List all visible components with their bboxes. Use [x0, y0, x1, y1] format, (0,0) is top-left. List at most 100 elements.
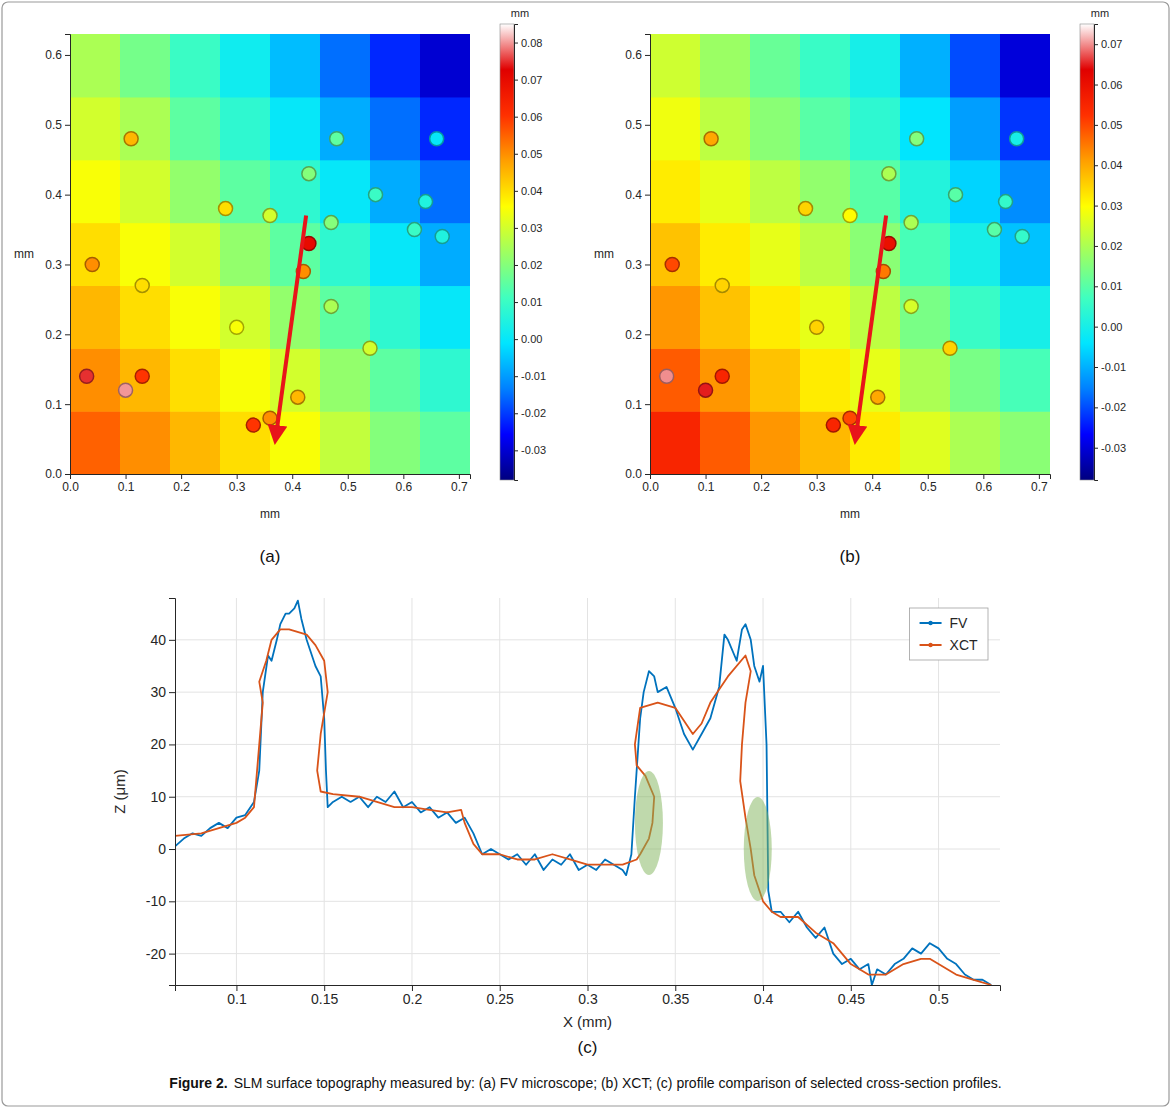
tick-mark — [1094, 165, 1098, 166]
tick-mark — [706, 474, 707, 479]
particle — [263, 411, 277, 425]
particle — [419, 195, 433, 209]
tick-label: -0.02 — [1101, 401, 1126, 413]
tick-mark — [1094, 125, 1098, 126]
heat-cell — [1000, 411, 1050, 474]
heat-cell — [1000, 160, 1050, 223]
tick-label: 0.7 — [451, 480, 468, 494]
grid-line — [850, 598, 851, 985]
heat-cell — [120, 223, 171, 286]
heat-cell — [950, 97, 1001, 160]
heat-cell — [700, 223, 751, 286]
tick-mark — [403, 474, 404, 479]
tick: 0.03 — [1094, 200, 1122, 212]
grid-line — [499, 598, 500, 985]
heat-cell — [120, 348, 171, 411]
particle — [135, 278, 149, 292]
tick-mark — [1094, 448, 1098, 449]
heat-cell — [270, 348, 321, 411]
tick-label: 0.07 — [1101, 38, 1122, 50]
particle — [943, 341, 957, 355]
particle — [904, 299, 918, 313]
tick-label: 0.00 — [1101, 321, 1122, 333]
tick-mark — [459, 474, 460, 479]
heat-cell — [320, 411, 371, 474]
tick-mark — [928, 474, 929, 479]
highlight — [744, 797, 772, 901]
tick: 0.1 — [625, 397, 650, 411]
heat-cell — [170, 97, 221, 160]
tick-label: 0.1 — [45, 397, 62, 411]
grid-line — [236, 598, 237, 985]
axis-line — [65, 35, 71, 475]
tick-label: 0.01 — [1101, 280, 1122, 292]
heat-cell — [750, 348, 801, 411]
tick: 0.06 — [1094, 79, 1122, 91]
heat-cell — [800, 223, 851, 286]
particle — [324, 216, 338, 230]
tick-label: 0.2 — [403, 991, 423, 1007]
tick-mark — [514, 191, 518, 192]
tick-label: 0.1 — [118, 480, 135, 494]
tick: 0.6 — [975, 474, 992, 494]
heat-cell — [370, 34, 421, 97]
heat-cell — [650, 160, 701, 223]
particle — [826, 418, 840, 432]
tick-label: -0.01 — [1101, 361, 1126, 373]
tick: 0.00 — [514, 333, 542, 345]
particle — [291, 390, 305, 404]
tick: -20 — [146, 946, 175, 962]
plot-area — [70, 34, 470, 474]
tick-label: 0.03 — [521, 222, 542, 234]
heat-cell — [120, 160, 171, 223]
tick-label: 0.5 — [340, 480, 357, 494]
tick: 0.07 — [514, 74, 542, 86]
heat-cell — [420, 223, 470, 286]
y-axis: -20-10010203040 — [146, 599, 176, 986]
tick-mark — [817, 474, 818, 479]
tick-mark — [645, 125, 650, 126]
tick-label: 30 — [150, 684, 166, 700]
caption-label: Figure 2. — [169, 1075, 227, 1091]
y-axis-title: mm — [14, 247, 34, 261]
heat-cell — [900, 160, 951, 223]
heat-cell — [70, 160, 121, 223]
plot-background — [650, 34, 1050, 474]
heat-cell — [950, 223, 1001, 286]
heat-cell — [700, 160, 751, 223]
y-axis-title: Z (μm) — [111, 769, 128, 813]
tick-mark — [169, 640, 175, 641]
tick: 20 — [150, 736, 175, 752]
tick: -0.01 — [1094, 361, 1126, 373]
heat-cell — [900, 285, 951, 348]
plot-area — [175, 601, 991, 985]
particle — [987, 223, 1001, 237]
tick: 0.04 — [514, 185, 542, 197]
heat-cell — [800, 348, 851, 411]
particle — [80, 369, 94, 383]
tick-mark — [645, 55, 650, 56]
tick-mark — [514, 80, 518, 81]
tick-label: 0.04 — [521, 185, 542, 197]
particle — [882, 167, 896, 181]
tick-mark — [1094, 44, 1098, 45]
tick-mark — [1094, 407, 1098, 408]
y-axis: 0.00.10.20.30.40.50.6 — [45, 35, 70, 482]
heat-cell — [270, 97, 321, 160]
particle — [302, 167, 316, 181]
particle — [904, 216, 918, 230]
heat-cell — [370, 97, 421, 160]
tick: 0.01 — [514, 296, 542, 308]
tick: 0.0 — [625, 467, 650, 481]
heat-cell — [420, 348, 470, 411]
tick-mark — [1094, 206, 1098, 207]
colorbar — [500, 24, 514, 480]
tick-label: 0.03 — [1101, 200, 1122, 212]
heat-cell — [750, 223, 801, 286]
tick-label: 0.3 — [625, 258, 642, 272]
data-line — [175, 601, 991, 985]
heat-cell — [950, 34, 1001, 97]
grid-line — [175, 692, 1000, 693]
panel-label: (c) — [578, 1038, 598, 1057]
tick-mark — [65, 334, 70, 335]
